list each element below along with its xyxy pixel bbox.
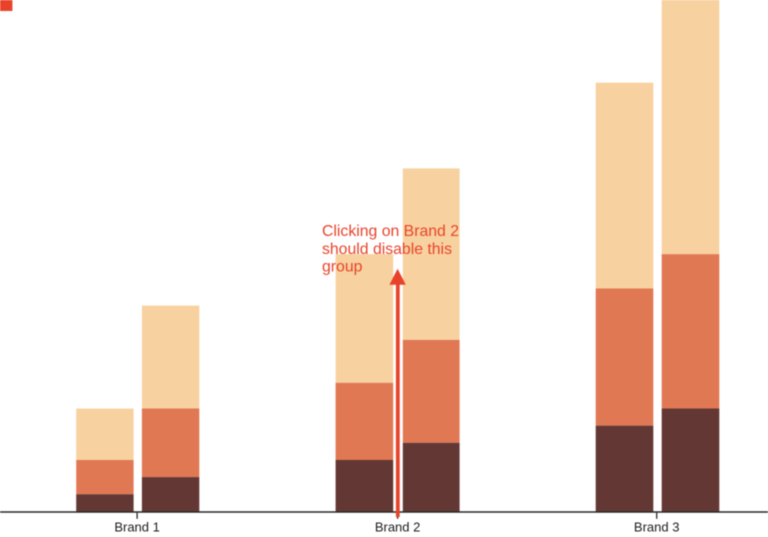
svg-text:Clicking on Brand 2: Clicking on Brand 2: [322, 223, 459, 240]
svg-text:should disable this: should disable this: [322, 241, 452, 258]
svg-text:group: group: [322, 259, 363, 276]
svg-text:Brand 3: Brand 3: [634, 520, 680, 535]
svg-text:Brand 1: Brand 1: [114, 520, 160, 535]
svg-text:Brand 2: Brand 2: [375, 520, 421, 535]
